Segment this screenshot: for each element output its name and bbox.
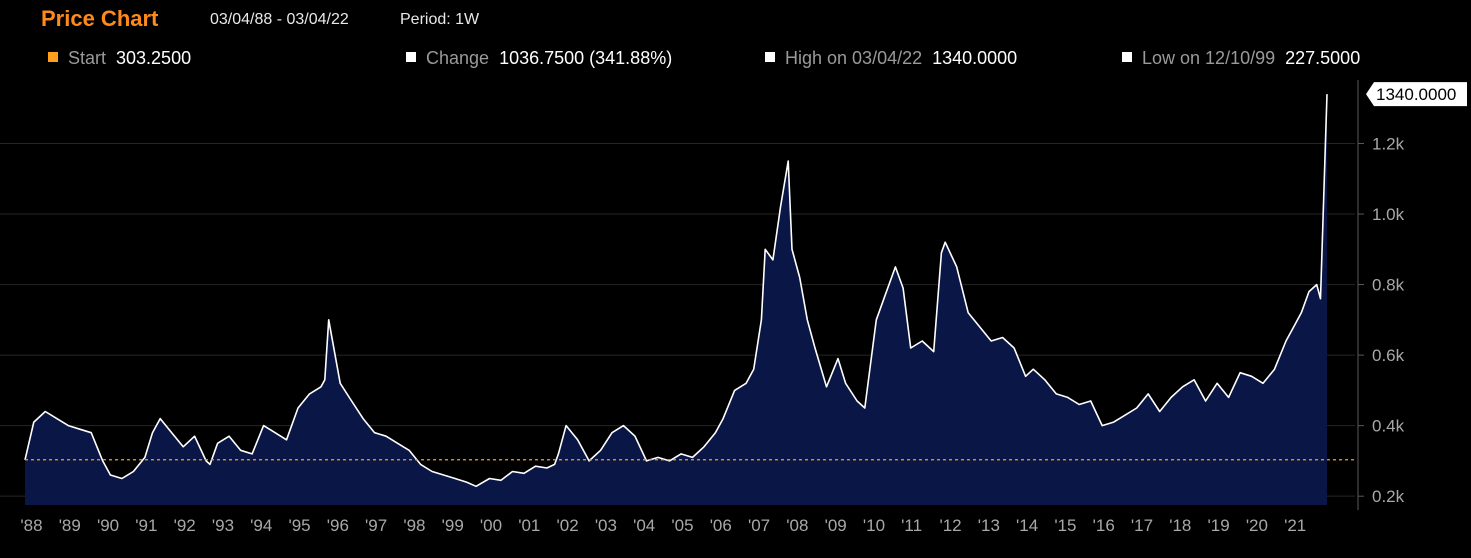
- x-tick-label: '10: [863, 516, 885, 535]
- last-value-box: [1366, 82, 1467, 107]
- high-marker-icon: [765, 52, 775, 62]
- stat-value: 1340.0000: [932, 48, 1018, 68]
- x-tick-label: '93: [212, 516, 234, 535]
- x-tick-label: '03: [595, 516, 617, 535]
- x-tick-label: '12: [939, 516, 961, 535]
- chart-header: Price Chart 03/04/88 - 03/04/22 Period: …: [0, 0, 1471, 80]
- x-tick-label: '08: [786, 516, 808, 535]
- x-tick-label: '11: [901, 516, 922, 535]
- x-tick-label: '90: [97, 516, 119, 535]
- stat-label: Low on 12/10/99: [1142, 48, 1276, 68]
- x-tick-label: '95: [288, 516, 310, 535]
- x-tick-label: '20: [1246, 516, 1268, 535]
- date-range[interactable]: 03/04/88 - 03/04/22: [210, 11, 349, 28]
- x-tick-label: '99: [442, 516, 464, 535]
- price-line[interactable]: [24, 94, 1328, 488]
- x-tick-label: '15: [1054, 516, 1076, 535]
- x-tick-label: '01: [518, 516, 540, 535]
- last-value-text: 1340.0000: [1376, 85, 1456, 104]
- x-tick-label: '19: [1208, 516, 1230, 535]
- stat-label: High on 03/04/22: [785, 48, 923, 68]
- start-marker-icon: [48, 52, 58, 62]
- x-tick-label: '17: [1131, 516, 1153, 535]
- y-tick-label: 1.2k: [1372, 134, 1405, 153]
- x-tick-label: '06: [710, 516, 732, 535]
- change-marker-icon: [406, 52, 416, 62]
- low-marker-icon: [1122, 52, 1132, 62]
- stat-label: Start: [68, 48, 107, 68]
- y-axis-ticks: 0.2k 0.4k 0.6k 0.8k 1.0k 1.2k: [1358, 134, 1405, 506]
- x-tick-label: '09: [825, 516, 847, 535]
- stat-value: 303.2500: [116, 48, 192, 68]
- stat-label: Change: [426, 48, 490, 68]
- chart-title: Price Chart: [41, 6, 159, 31]
- price-chart[interactable]: 0.2k 0.4k 0.6k 0.8k 1.0k 1.2k '88 '89 '90 '91 '92…: [0, 80, 1471, 558]
- period-selector[interactable]: Period: 1W: [400, 11, 480, 28]
- y-tick-label: 0.4k: [1372, 417, 1405, 436]
- x-tick-label: '07: [748, 516, 770, 535]
- x-axis-ticks: '88 '89 '90 '91 '92 '93 '94 '95 '96 '97 '98 '99 '00 '…: [20, 516, 1306, 535]
- x-tick-label: '16: [1093, 516, 1115, 535]
- x-tick-label: '91: [135, 516, 157, 535]
- x-tick-label: '21: [1284, 516, 1306, 535]
- y-tick-label: 0.8k: [1372, 276, 1405, 295]
- y-tick-label: 0.6k: [1372, 346, 1405, 365]
- x-tick-label: '04: [633, 516, 655, 535]
- x-tick-label: '02: [557, 516, 579, 535]
- x-tick-label: '18: [1169, 516, 1191, 535]
- stat-low: Low on 12/10/99 227.5000: [1122, 48, 1360, 69]
- x-tick-label: '88: [20, 516, 42, 535]
- y-tick-label: 1.0k: [1372, 205, 1405, 224]
- x-tick-label: '13: [978, 516, 1000, 535]
- x-tick-label: '96: [327, 516, 349, 535]
- stat-value: 1036.7500 (341.88%): [499, 48, 673, 68]
- stat-start: Start 303.2500: [48, 48, 191, 69]
- x-tick-label: '98: [403, 516, 425, 535]
- x-tick-label: '89: [59, 516, 81, 535]
- price-area: [25, 94, 1327, 505]
- x-tick-label: '97: [365, 516, 387, 535]
- x-tick-label: '00: [480, 516, 502, 535]
- last-value-label: 1340.0000: [1366, 82, 1467, 107]
- x-tick-label: '94: [250, 516, 272, 535]
- x-tick-label: '14: [1016, 516, 1038, 535]
- x-tick-label: '05: [671, 516, 693, 535]
- x-tick-label: '92: [174, 516, 196, 535]
- stat-change: Change 1036.7500 (341.88%): [406, 48, 672, 69]
- stat-high: High on 03/04/22 1340.0000: [765, 48, 1017, 69]
- y-tick-label: 0.2k: [1372, 487, 1405, 506]
- stat-value: 227.5000: [1285, 48, 1361, 68]
